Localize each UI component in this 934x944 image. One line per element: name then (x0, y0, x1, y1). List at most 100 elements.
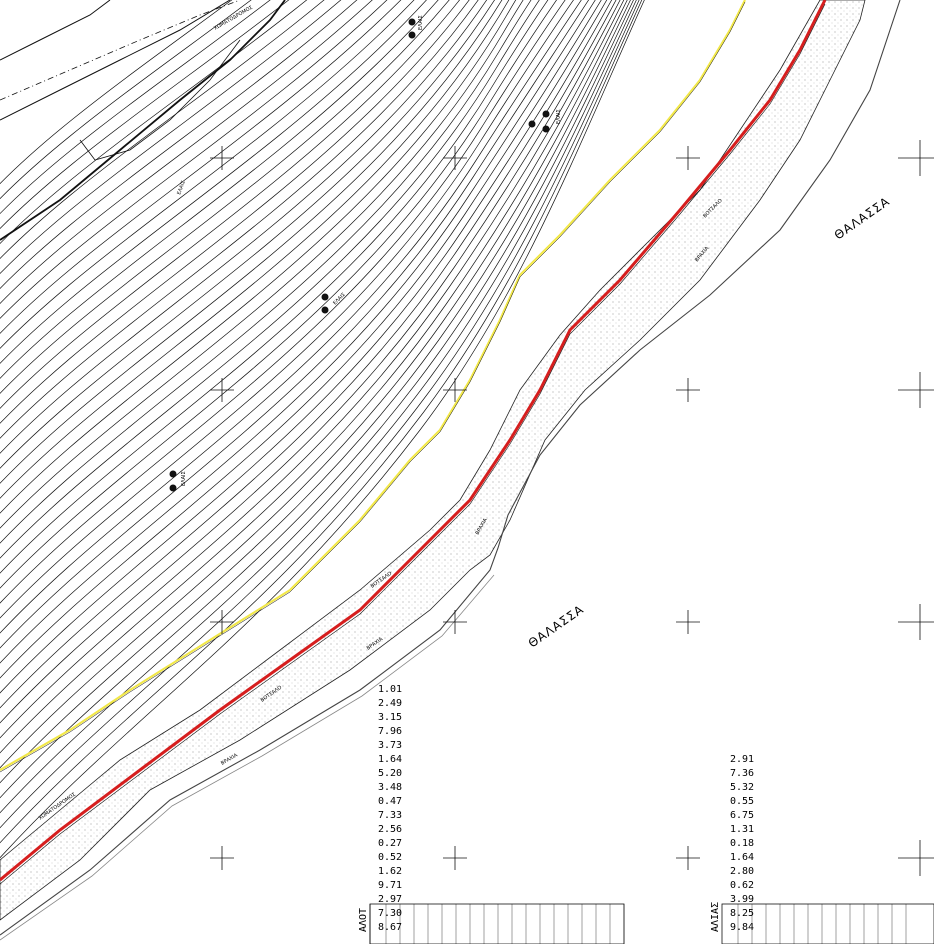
contour-line (0, 0, 517, 514)
table-cell: 9.84 (730, 922, 754, 933)
table-cell: 3.99 (730, 894, 754, 905)
contour-line (0, 0, 470, 424)
sea-label-right: ΘΑΛΑΣΣΑ (832, 194, 893, 242)
contour-line (0, 0, 373, 305)
contour-line (0, 0, 460, 409)
contour-line (0, 0, 358, 290)
contour-line (0, 0, 450, 394)
contour-line (0, 0, 617, 724)
contour-line (0, 0, 402, 334)
table-cell: 8.67 (378, 922, 402, 933)
contour-line (0, 0, 596, 664)
contour-line (0, 0, 271, 215)
table-cell: 5.20 (378, 768, 402, 779)
table-cell: 1.62 (378, 866, 402, 877)
table-cell: 2.91 (730, 754, 754, 765)
contour-line (0, 0, 628, 769)
table-cell: 3.48 (378, 782, 402, 793)
table-cell: 0.18 (730, 838, 754, 849)
contour-line (0, 0, 645, 859)
contour-line (0, 0, 495, 469)
svg-text:ΕΛΑΙΣ: ΕΛΑΙΣ (556, 109, 562, 124)
table-cell: 9.71 (378, 880, 402, 891)
table-cell: 0.27 (378, 838, 402, 849)
sea-label-center: ΘΑΛΑΣΣΑ (526, 602, 587, 650)
table-cell: 2.97 (378, 894, 402, 905)
beach-pebble-area (0, 0, 866, 921)
table-cell: 0.47 (378, 796, 402, 807)
contour-line (0, 0, 602, 679)
table-cell: 5.32 (730, 782, 754, 793)
red-coastline (0, 0, 827, 882)
coordinate-table-2: ΑΛΙΑΣ 9.84 8.25 3.99 0.62 2.80 1.64 0.18 1.31 6.… (710, 754, 934, 944)
contour-line (0, 0, 590, 649)
svg-text:ΕΛΑΙΣ: ΕΛΑΙΣ (418, 15, 424, 30)
table-cell: 7.30 (378, 908, 402, 919)
table-cell: 0.55 (730, 796, 754, 807)
table-cell: 1.01 (378, 684, 402, 695)
contour-line (0, 0, 479, 439)
table-cell: 2.49 (378, 698, 402, 709)
contour-line (0, 0, 540, 559)
contour-line (0, 0, 582, 634)
contour-line (0, 0, 487, 454)
contour-line (0, 0, 613, 709)
contour-line (0, 0, 608, 694)
table-cell: 1.64 (378, 754, 402, 765)
contour-line (0, 0, 503, 484)
contour-line (0, 0, 252, 200)
contour-line (0, 0, 643, 844)
contour-line (0, 0, 637, 814)
table-cell: 7.36 (730, 768, 754, 779)
table-cell: 1.31 (730, 824, 754, 835)
contour-line (0, 0, 557, 589)
svg-text:ΕΛΑΙΣ: ΕΛΑΙΣ (176, 180, 187, 196)
contour-line (0, 0, 342, 275)
yellow-path-edge (0, 1, 746, 773)
contour-line (0, 0, 233, 185)
contour-line (0, 0, 325, 260)
contour-line (0, 0, 549, 574)
contour-line (0, 0, 574, 619)
contour-line (0, 0, 308, 245)
table-cell: 7.33 (378, 810, 402, 821)
coordinate-table-1: ΑΛΟΤ 8.67 7.30 2.97 9.71 1.62 0.52 0.27 2.56 7.3… (358, 684, 625, 944)
table-cell: 0.52 (378, 852, 402, 863)
contour-line (0, 0, 532, 544)
table-cell: 0.62 (730, 880, 754, 891)
contour-line (0, 0, 634, 799)
table-1-header: ΑΛΟΤ (358, 908, 369, 932)
yellow-path (0, 0, 746, 771)
olive-tree-symbols (169, 18, 550, 492)
table-cell: 2.56 (378, 824, 402, 835)
svg-text:ΕΛΑΙΣ: ΕΛΑΙΣ (181, 471, 187, 486)
contour-line (0, 0, 621, 739)
contour-line (0, 0, 510, 499)
edge-ticks (898, 140, 934, 876)
contour-line (0, 0, 290, 230)
outer-shoreline-2 (0, 574, 495, 941)
contour-line (0, 0, 625, 754)
table-cell: 8.25 (730, 908, 754, 919)
contour-line (0, 0, 427, 364)
table-cell: 2.80 (730, 866, 754, 877)
dirt-roads (0, 0, 286, 241)
table-2-header: ΑΛΙΑΣ (710, 902, 721, 932)
outer-shoreline (0, 0, 901, 936)
contour-line (0, 0, 566, 604)
table-cell: 1.64 (730, 852, 754, 863)
contour-line (0, 0, 640, 829)
table-cell: 6.75 (730, 810, 754, 821)
table-cell: 3.73 (378, 740, 402, 751)
contour-lines (0, 0, 645, 859)
contour-line (0, 0, 524, 529)
contour-line (0, 0, 415, 349)
svg-text:ΒΡΑΧΙΑ: ΒΡΑΧΙΑ (220, 752, 239, 767)
table-cell: 7.96 (378, 726, 402, 737)
contour-line (0, 0, 631, 784)
grid-crosses (210, 146, 700, 870)
red-coastline-edge (0, 3, 826, 885)
contour-line (0, 0, 439, 379)
contour-line (0, 0, 388, 320)
